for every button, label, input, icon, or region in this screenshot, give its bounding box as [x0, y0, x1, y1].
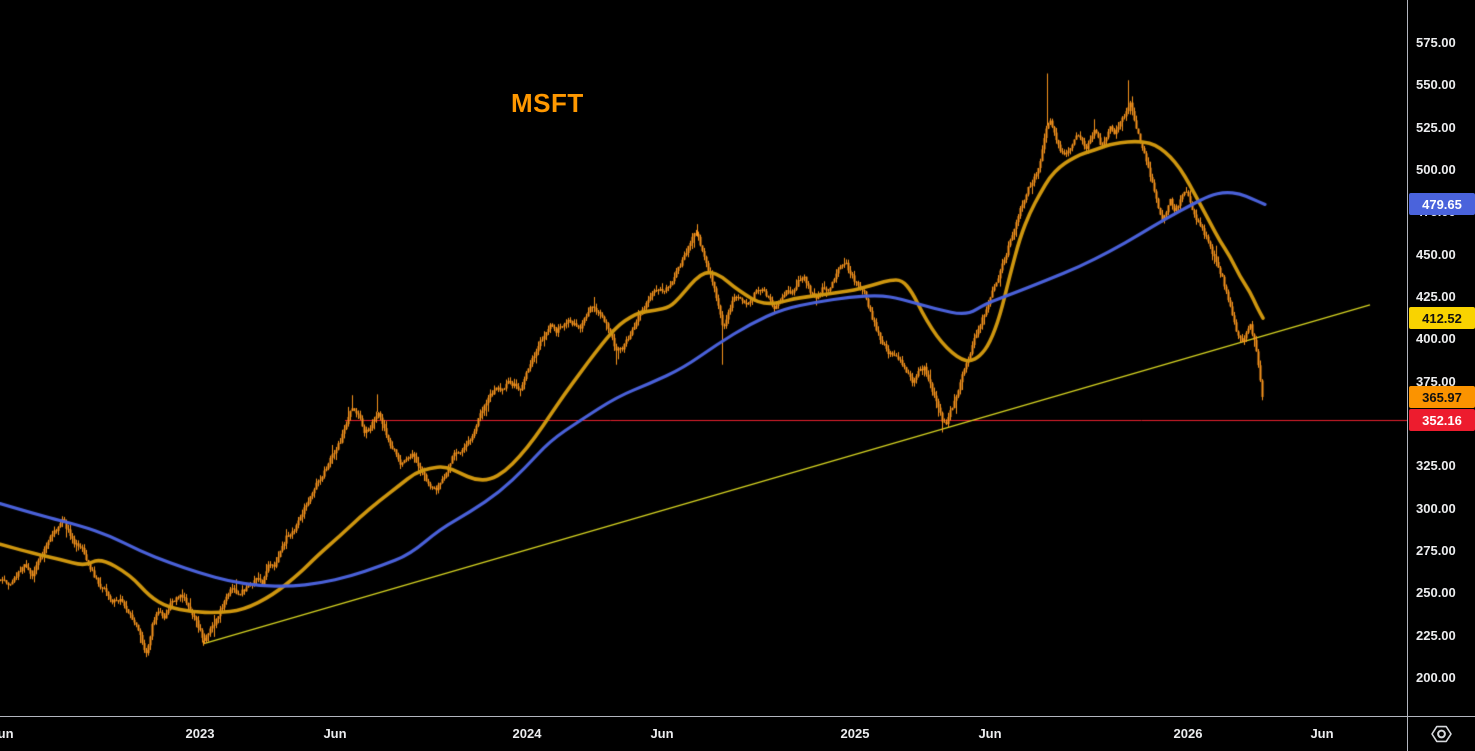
price-scale-settings-corner[interactable] [1408, 717, 1475, 751]
time-scale-tick-2023: 2023 [185, 726, 215, 741]
time-scale-tick-jun: Jun [323, 726, 347, 741]
price-scale-tick: 200.00 [1416, 670, 1456, 685]
price-scale-tick: 575.00 [1416, 35, 1456, 50]
time-scale[interactable]: Jun 2023 Jun 2024 Jun 2025 Jun 2026 Jun [0, 716, 1475, 751]
price-scale-tick: 225.00 [1416, 628, 1456, 643]
symbol-watermark: MSFT [511, 88, 584, 118]
price-scale-tick: 325.00 [1416, 458, 1456, 473]
price-scale[interactable]: 575.00550.00525.00500.00475.00450.00425.… [1407, 0, 1475, 751]
price-label-last-price: 365.97 [1409, 386, 1475, 408]
time-scale-tick-2025: 2025 [840, 726, 870, 741]
price-scale-tick: 250.00 [1416, 585, 1456, 600]
time-scale-tick-2026: 2026 [1173, 726, 1203, 741]
price-scale-tick: 425.00 [1416, 289, 1456, 304]
price-label-horizontal-line: 352.16 [1409, 409, 1475, 431]
price-scale-tick: 550.00 [1416, 77, 1456, 92]
time-scale-tick-jun: Jun [0, 726, 14, 741]
price-scale-tick: 400.00 [1416, 331, 1456, 346]
price-label-ma-slow: 479.65 [1409, 193, 1475, 215]
price-scale-tick: 375.00 [1416, 374, 1456, 389]
price-chart-canvas[interactable] [0, 0, 1407, 716]
price-scale-tick: 275.00 [1416, 543, 1456, 558]
price-label-ma-fast: 412.52 [1409, 307, 1475, 329]
time-scale-tick-2024: 2024 [512, 726, 542, 741]
price-scale-tick: 525.00 [1416, 120, 1456, 135]
price-scale-tick: 450.00 [1416, 247, 1456, 262]
time-scale-tick-jun: Jun [650, 726, 674, 741]
time-scale-tick-jun: Jun [1310, 726, 1334, 741]
price-scale-eye-icon[interactable] [1430, 723, 1453, 745]
time-scale-tick-jun: Jun [978, 726, 1002, 741]
price-scale-tick: 300.00 [1416, 501, 1456, 516]
price-scale-tick: 500.00 [1416, 162, 1456, 177]
